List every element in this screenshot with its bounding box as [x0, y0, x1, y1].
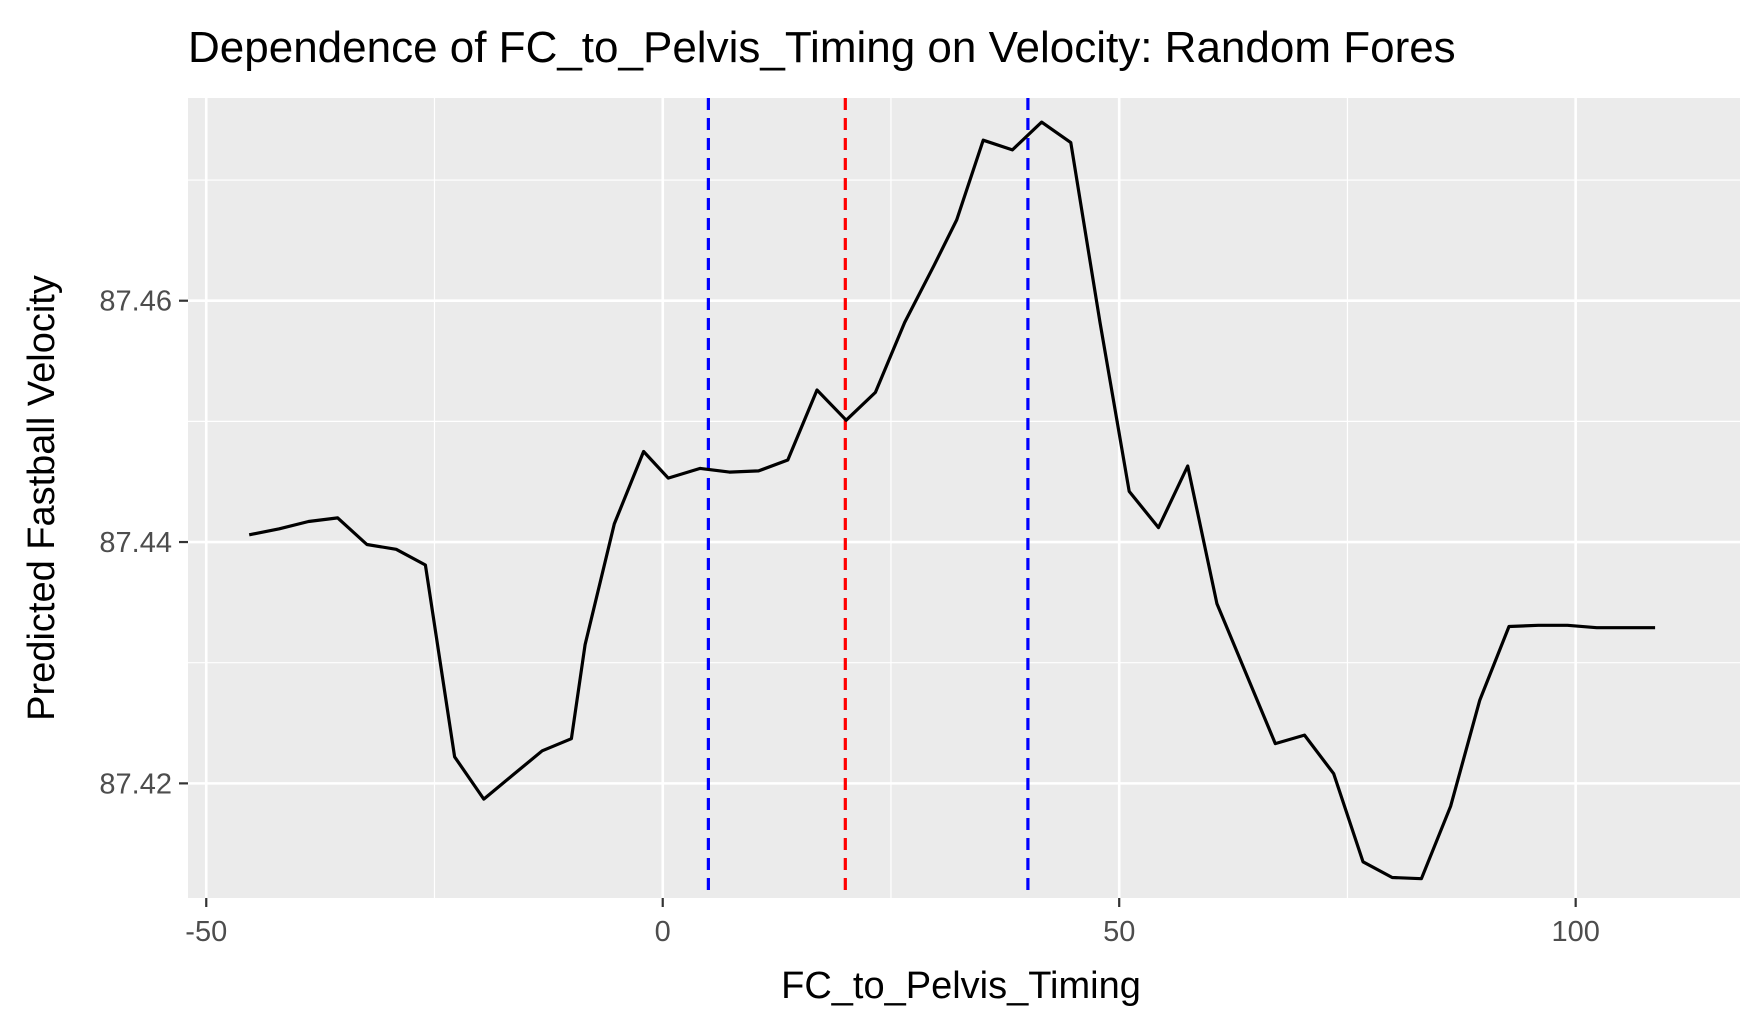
x-tick-label: 0 [655, 916, 671, 948]
y-tick-label: 87.46 [99, 286, 172, 318]
x-tick-label: -50 [185, 916, 227, 948]
x-tick-label: 50 [1103, 916, 1135, 948]
y-axis-title: Predicted Fastball Velocity [21, 275, 63, 721]
data-line-1 [248, 120, 1656, 881]
x-tick-label: 100 [1551, 916, 1599, 948]
plot-panel [188, 98, 1740, 898]
reference-lines [706, 98, 1030, 898]
series-layer [248, 120, 1656, 881]
x-axis-title: FC_to_Pelvis_Timing [781, 965, 1141, 1007]
minor-gridlines [188, 98, 1740, 898]
major-gridlines [188, 98, 1740, 898]
chart-title: Dependence of FC_to_Pelvis_Timing on Vel… [188, 23, 1456, 72]
y-axis: 87.42 87.44 87.46 [99, 286, 188, 800]
y-tick-label: 87.42 [99, 768, 172, 800]
x-axis: -50 0 50 100 [185, 898, 1600, 948]
y-tick-label: 87.44 [99, 527, 172, 559]
